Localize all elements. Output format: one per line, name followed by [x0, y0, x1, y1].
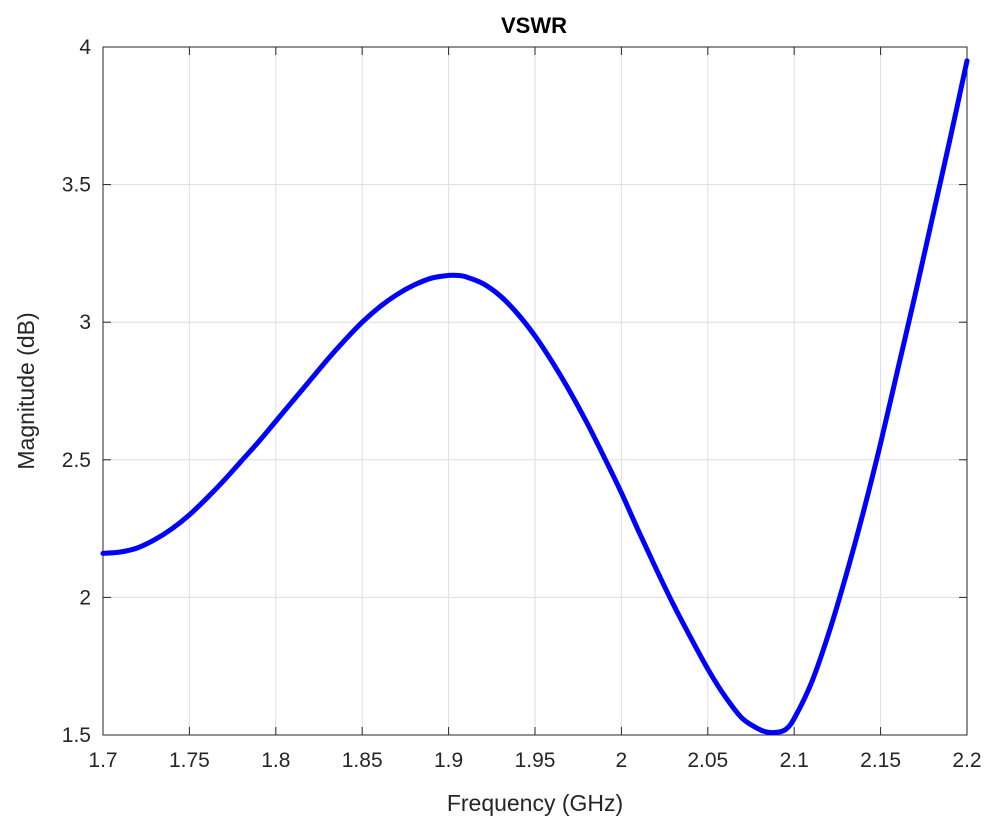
- series-group: [100, 58, 970, 736]
- x-tick-labels: 1.7 1.75 1.8 1.85 1.9 1.95 2 2.05 2.1 2.15 2.2: [88, 749, 981, 772]
- x-tick-label: 1.9: [434, 749, 463, 772]
- y-tick-label: 2.5: [62, 449, 91, 472]
- y-tick-label: 2: [79, 586, 91, 609]
- y-axis-label: Magnitude (dB): [13, 312, 39, 469]
- y-tick-label: 1.5: [62, 724, 91, 747]
- x-tick-label: 1.75: [169, 749, 210, 772]
- x-tick-label: 2: [616, 749, 628, 772]
- chart-title: VSWR: [501, 13, 567, 38]
- axis-ticks: [102, 46, 968, 736]
- x-tick-label: 2.15: [860, 749, 901, 772]
- y-tick-labels: 1.5 2 2.5 3 3.5 4: [62, 36, 92, 747]
- x-tick-label: 1.95: [515, 749, 556, 772]
- x-tick-label: 1.7: [88, 749, 117, 772]
- x-tick-label: 1.85: [342, 749, 383, 772]
- x-axis-label: Frequency (GHz): [447, 790, 623, 816]
- vswr-series-line: [100, 58, 970, 736]
- y-tick-label: 4: [79, 36, 91, 59]
- x-tick-label: 2.1: [780, 749, 809, 772]
- x-tick-label: 1.8: [261, 749, 290, 772]
- grid-lines: [102, 46, 968, 736]
- x-tick-label: 2.05: [687, 749, 728, 772]
- x-tick-label: 2.2: [952, 749, 981, 772]
- y-tick-label: 3.5: [62, 174, 91, 197]
- y-tick-label: 3: [79, 311, 91, 334]
